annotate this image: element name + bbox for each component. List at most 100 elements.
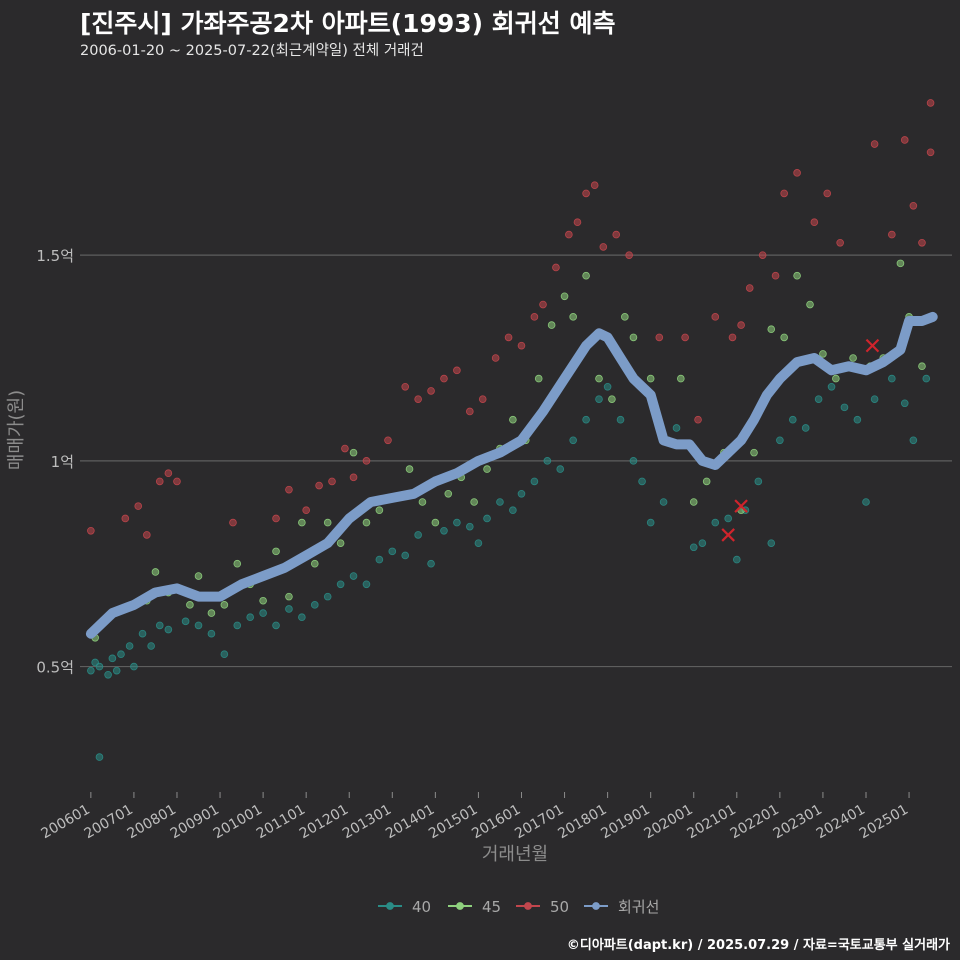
point-s40 [862, 498, 870, 506]
x-tick-label: 200601 [39, 802, 93, 843]
point-s50 [173, 477, 181, 486]
point-s45 [849, 354, 857, 362]
point-s40 [530, 477, 539, 486]
point-s40 [801, 424, 810, 432]
point-s40 [711, 518, 720, 527]
point-s40 [909, 436, 918, 445]
x-tick-label: 201901 [598, 802, 652, 843]
point-s40 [754, 477, 763, 486]
x-tick-label: 202201 [728, 802, 782, 843]
point-s50 [349, 473, 358, 482]
point-s50 [517, 341, 526, 350]
point-s50 [810, 218, 819, 227]
point-s40 [556, 465, 565, 473]
point-s45 [560, 292, 569, 301]
point-s40 [336, 580, 345, 589]
point-s50 [780, 189, 788, 198]
point-s50 [737, 321, 745, 329]
point-s50 [823, 189, 832, 198]
point-s50 [427, 387, 435, 395]
chart-title: [진주시] 가좌주공2차 아파트(1993) 회귀선 예측 [80, 9, 616, 38]
point-s40 [362, 580, 371, 589]
x-tick-labels: 2006012007012008012009012010012011012012… [39, 792, 911, 842]
point-s40 [788, 415, 797, 424]
point-s45 [689, 498, 698, 506]
point-s50 [302, 506, 310, 515]
point-s50 [926, 148, 935, 157]
point-s45 [595, 374, 603, 383]
point-s45 [220, 601, 229, 609]
point-s40 [776, 436, 784, 445]
point-s50 [590, 181, 599, 190]
highlight-marker [865, 338, 880, 353]
point-s45 [621, 313, 629, 321]
point-s40 [104, 670, 112, 679]
point-s40 [375, 555, 384, 564]
point-s40 [233, 621, 242, 630]
point-s50 [504, 333, 513, 342]
point-s40 [603, 382, 612, 391]
point-s50 [155, 477, 164, 486]
point-s40 [496, 498, 504, 506]
point-s50 [164, 469, 173, 478]
point-s40 [733, 555, 741, 564]
point-s45 [832, 374, 840, 383]
point-s50 [694, 415, 702, 424]
point-s45 [444, 489, 453, 498]
point-s45 [405, 465, 414, 473]
highlight-stroke [734, 499, 748, 513]
point-s40 [724, 514, 732, 523]
point-s50 [728, 333, 737, 342]
point-s40 [853, 415, 862, 424]
point-s45 [431, 518, 440, 527]
point-s40 [108, 654, 117, 663]
point-s45 [750, 448, 758, 457]
point-s50 [870, 140, 879, 148]
point-s45 [767, 325, 776, 334]
point-s50 [384, 436, 392, 445]
y-tick-labels: 0.5억 1억 1.5억 [36, 247, 74, 676]
point-s40 [427, 559, 435, 568]
point-s40 [629, 457, 638, 465]
x-tick-label: 201101 [254, 802, 308, 843]
point-s45 [629, 333, 638, 342]
point-s40 [483, 514, 491, 523]
point-s45 [336, 539, 345, 547]
point-s50 [341, 444, 349, 453]
point-s40 [246, 613, 254, 621]
legend-swatch-dot [456, 902, 464, 910]
point-s50 [793, 169, 801, 177]
point-s45 [207, 609, 216, 617]
point-s50 [401, 382, 410, 391]
point-s50 [285, 485, 293, 494]
point-s50 [362, 457, 371, 465]
point-s40 [285, 605, 293, 613]
point-s40 [638, 477, 646, 486]
point-s40 [147, 642, 155, 650]
legend-label: 45 [482, 898, 501, 916]
chart-subtitle: 2006-01-20 ~ 2025-07-22(최근계약일) 전체 거래건 [80, 43, 424, 59]
legend-label: 40 [412, 898, 431, 916]
x-tick-label: 202101 [685, 802, 739, 843]
point-s40 [112, 666, 121, 675]
point-s45 [375, 506, 384, 515]
point-s45 [547, 321, 556, 329]
x-tick-label: 201701 [512, 802, 566, 843]
point-s40 [155, 621, 164, 630]
point-s50 [771, 271, 780, 280]
point-s40 [207, 629, 216, 638]
point-s40 [672, 424, 681, 432]
point-s50 [87, 526, 95, 535]
point-s50 [565, 230, 573, 239]
point-s40 [870, 395, 879, 403]
point-s45 [509, 415, 517, 424]
point-s45 [582, 271, 590, 280]
point-s50 [143, 531, 151, 539]
regression-line [85, 311, 938, 639]
point-s50 [530, 313, 539, 321]
point-s45 [608, 395, 616, 403]
point-s40 [349, 572, 358, 580]
point-s40 [272, 621, 280, 630]
point-s40 [517, 489, 526, 498]
